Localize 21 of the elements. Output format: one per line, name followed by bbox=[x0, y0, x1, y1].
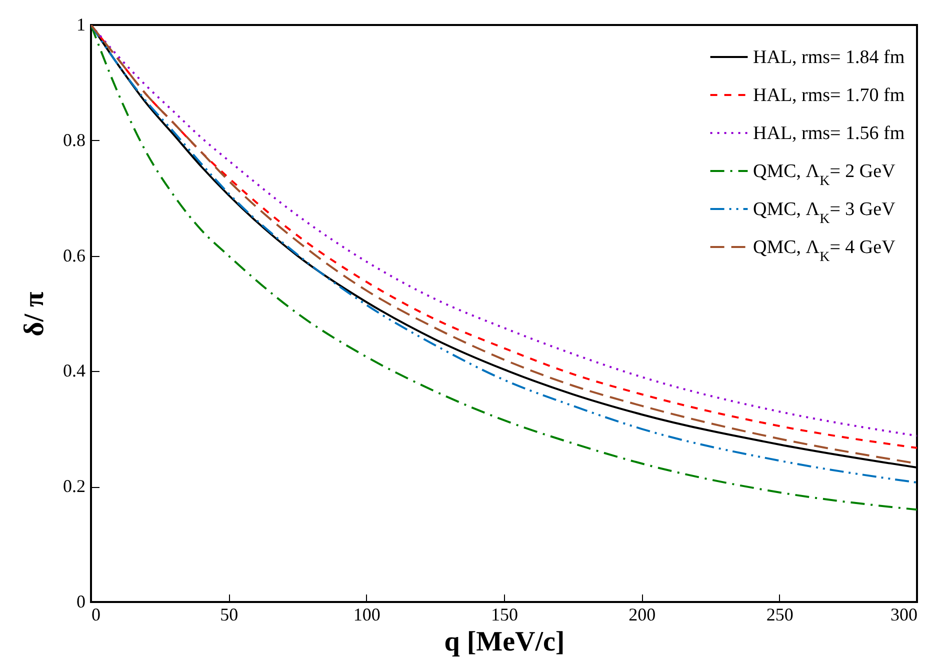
x-tick-label: 0 bbox=[92, 604, 100, 624]
y-tick-label: 0.2 bbox=[63, 476, 86, 496]
y-tick-label: 1 bbox=[76, 14, 86, 34]
x-tick-label: 150 bbox=[491, 604, 518, 624]
x-tick-label: 250 bbox=[766, 604, 794, 624]
x-tick-label: 300 bbox=[890, 604, 918, 624]
legend-label: HAL, rms= 1.56 fm bbox=[753, 123, 905, 144]
legend-label: QMC, Λ$_{K}$= 3 GeV bbox=[753, 199, 896, 226]
y-tick-label: 0 bbox=[76, 592, 86, 612]
x-tick-label: 200 bbox=[628, 604, 656, 624]
x-tick-label: 100 bbox=[353, 604, 380, 624]
x-tick-label: 50 bbox=[220, 604, 238, 624]
y-axis-title: δ/ π bbox=[19, 291, 50, 336]
y-tick-label: 0.8 bbox=[63, 130, 86, 150]
legend-label: QMC, Λ$_{K}$= 2 GeV bbox=[753, 161, 896, 188]
x-axis-title: q [MeV/c] bbox=[444, 626, 565, 658]
legend-label: HAL, rms= 1.84 fm bbox=[753, 47, 905, 68]
legend-label: QMC, Λ$_{K}$= 4 GeV bbox=[753, 237, 896, 264]
y-tick-label: 0.6 bbox=[63, 245, 86, 266]
legend-label: HAL, rms= 1.70 fm bbox=[753, 85, 905, 106]
y-tick-label: 0.4 bbox=[63, 360, 86, 381]
